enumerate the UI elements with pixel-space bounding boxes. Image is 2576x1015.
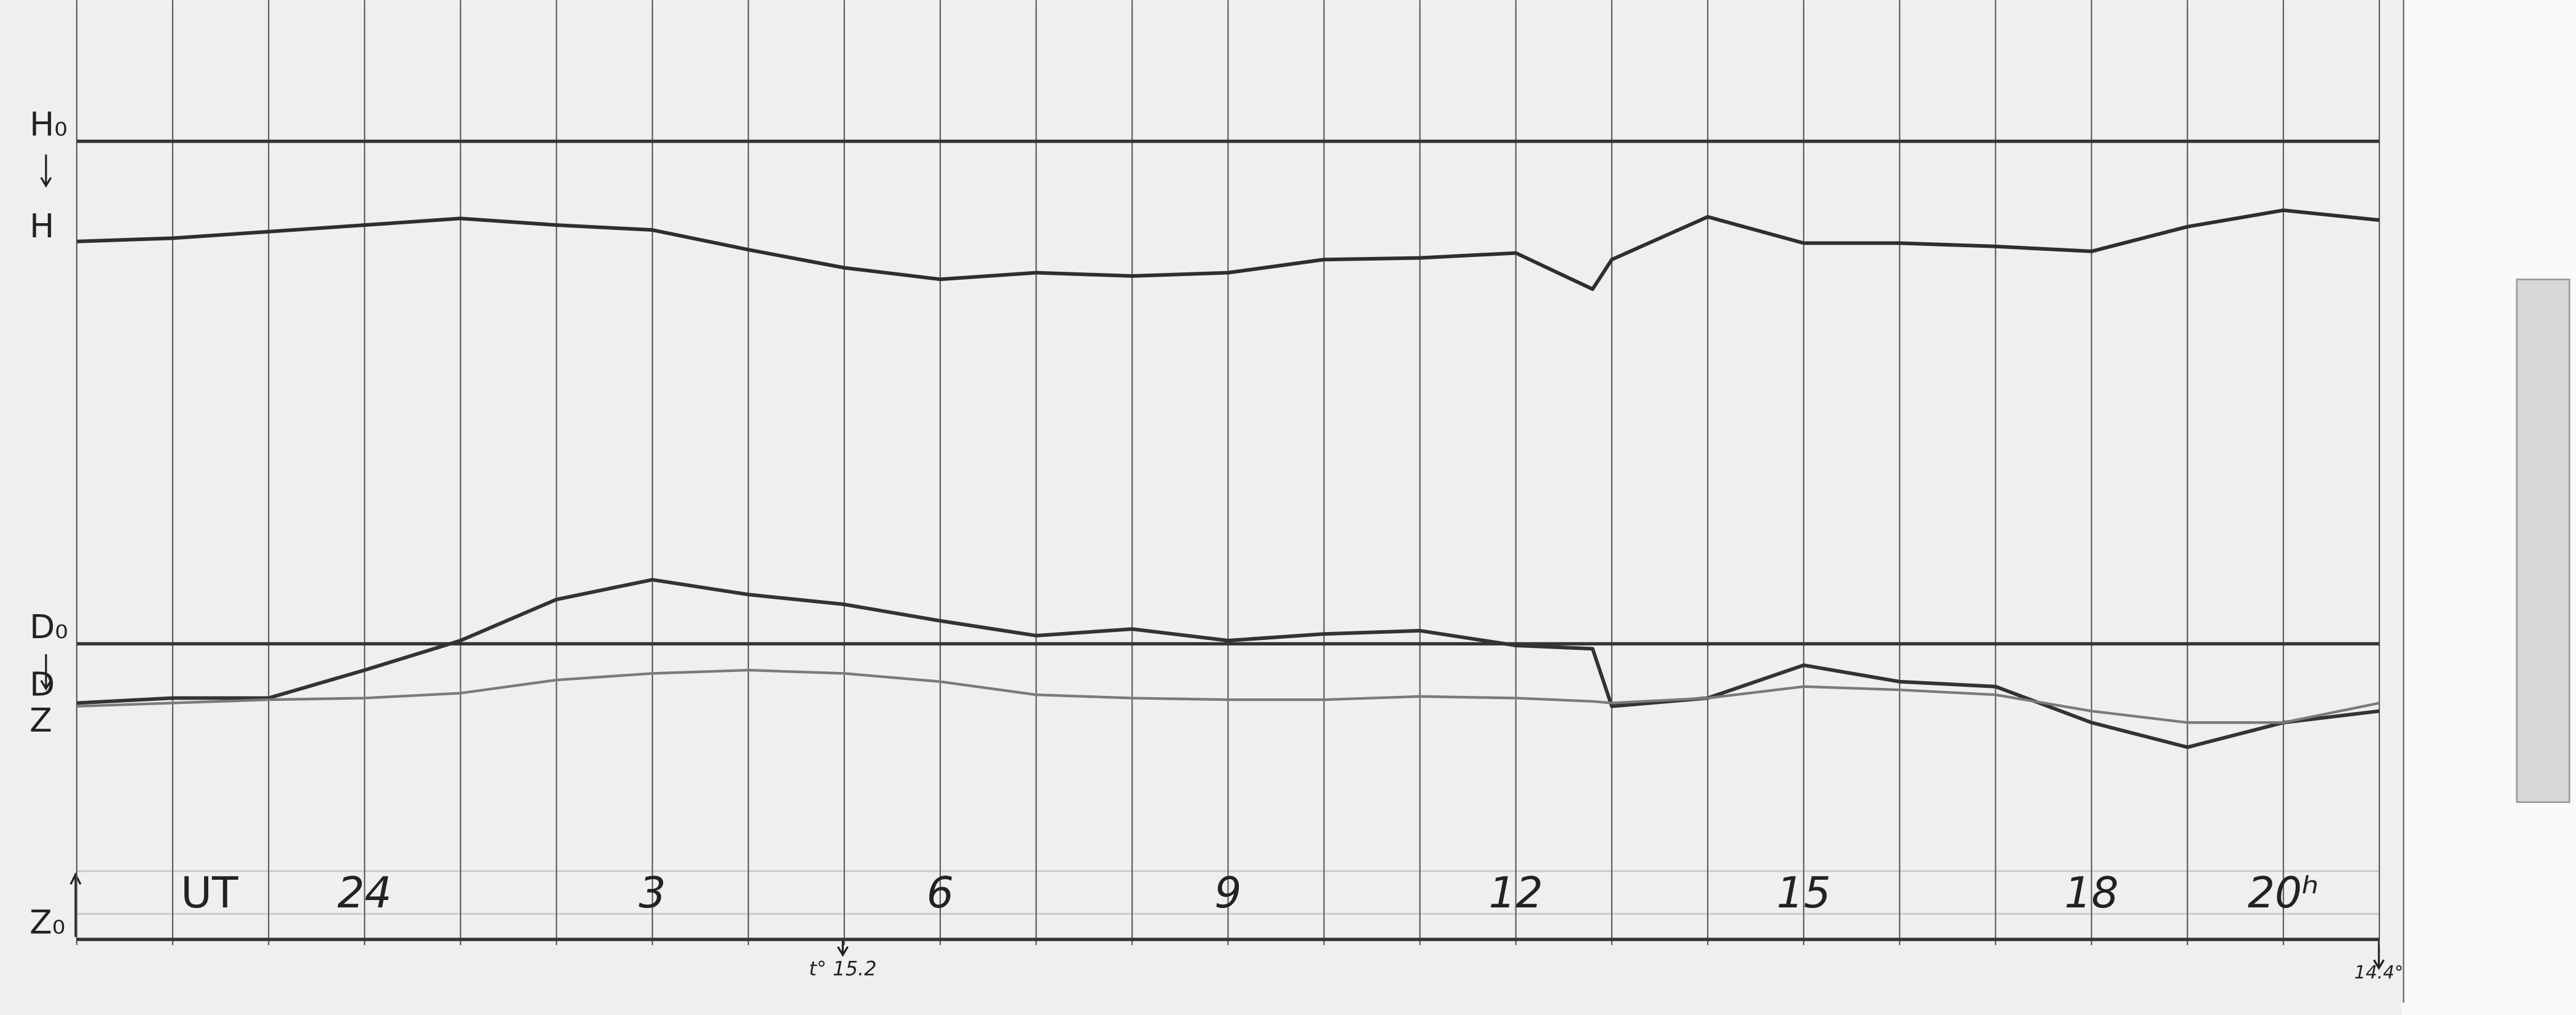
x-tick-label: 15 — [1777, 868, 1831, 918]
scale-strip — [2516, 278, 2570, 804]
arrow — [40, 654, 52, 691]
x-tick-label: 12 — [1489, 868, 1543, 918]
trace — [76, 208, 2380, 291]
series-label: D — [29, 665, 55, 703]
arrow — [69, 872, 82, 937]
baseline-label: H₀ — [29, 105, 68, 143]
trace — [76, 578, 2380, 749]
arrow — [837, 940, 849, 957]
trace — [76, 668, 2380, 724]
arrow — [40, 154, 52, 188]
baseline-label: D₀ — [29, 607, 68, 646]
annotation: t° 15.2 — [809, 957, 876, 980]
x-tick-label: 9 — [1214, 868, 1241, 918]
arrows — [40, 154, 2385, 970]
x-axis-label: UT — [181, 868, 238, 918]
x-tick-label: 20ʰ — [2248, 868, 2319, 918]
annotation: 14.4° — [2354, 962, 2403, 982]
x-tick-label: 3 — [639, 868, 666, 918]
series-label: Z — [29, 701, 52, 740]
x-tick-label: 18 — [2064, 868, 2118, 918]
baseline-label: Z₀ — [29, 903, 65, 942]
series-label: H — [29, 207, 54, 245]
x-tick-label: 24 — [337, 868, 391, 918]
x-tick-label: 6 — [927, 868, 954, 918]
